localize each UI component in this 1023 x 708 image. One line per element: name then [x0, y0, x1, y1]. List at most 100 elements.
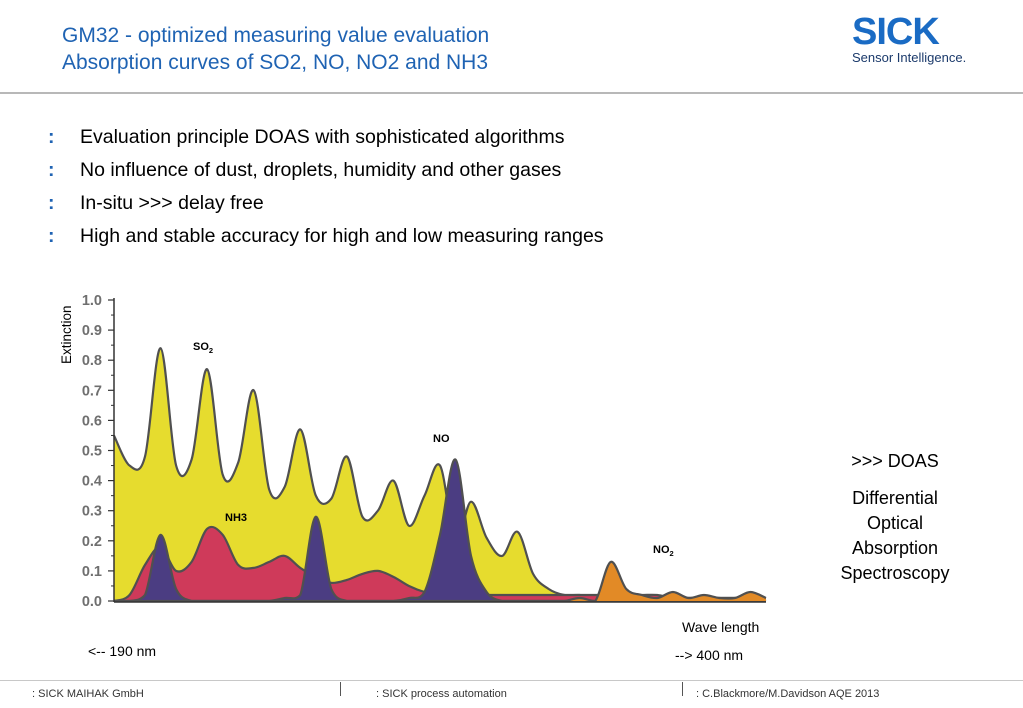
- data-point-so2: [238, 462, 239, 463]
- data-point-nh3: [144, 564, 145, 565]
- data-point-no: [470, 555, 471, 556]
- data-point-no: [424, 591, 425, 592]
- title-line-2: Absorption curves of SO2, NO, NO2 and NH…: [62, 51, 489, 74]
- series-label-nh3: NH3: [225, 512, 247, 524]
- doas-line-optical: Optical: [866, 513, 924, 533]
- bullet-list: : Evaluation principle DOAS with sophisti…: [48, 124, 604, 256]
- data-point-nh3: [564, 594, 565, 595]
- data-point-no: [315, 516, 316, 517]
- bullet-item: : Evaluation principle DOAS with sophisti…: [48, 124, 604, 157]
- data-point-so2: [533, 573, 534, 574]
- footer-authors: : C.Blackmore/M.Davidson AQE 2013: [696, 688, 880, 700]
- data-point-no2: [672, 591, 673, 592]
- series-line-no2: [114, 560, 767, 603]
- data-point-so2: [315, 495, 316, 496]
- data-point-so2: [548, 588, 549, 589]
- y-tick-label: 0.8: [82, 353, 102, 369]
- title-line-1: GM32 - optimized measuring value evaluat…: [62, 24, 490, 47]
- y-tick-label: 0.1: [82, 564, 102, 580]
- range-start-note: <-- 190 nm: [88, 643, 157, 659]
- x-axis-label: Wave length: [682, 619, 760, 635]
- data-point-so2: [362, 516, 363, 517]
- data-point-nh3: [548, 594, 549, 595]
- data-point-nh3: [207, 528, 208, 529]
- logo-tagline: Sensor Intelligence.: [852, 50, 967, 65]
- y-tick-label: 0.0: [82, 594, 102, 610]
- series-label-no: NO: [433, 433, 450, 445]
- header-divider: [0, 92, 1023, 94]
- data-point-no2: [641, 594, 642, 595]
- y-tick-label: 0.5: [82, 444, 102, 460]
- bullet-text: Evaluation principle DOAS with sophistic…: [80, 126, 565, 148]
- doas-line-absorption: Absorption: [851, 538, 939, 558]
- data-point-so2: [300, 429, 301, 430]
- footer-divider: [0, 680, 1023, 681]
- data-point-so2: [284, 486, 285, 487]
- y-tick-label: 0.6: [82, 413, 102, 429]
- data-point-so2: [408, 525, 409, 526]
- data-point-no: [439, 534, 440, 535]
- data-point-no2: [579, 597, 580, 598]
- y-tick-label: 0.4: [82, 474, 102, 490]
- data-point-nh3: [222, 534, 223, 535]
- data-point-nh3: [284, 555, 285, 556]
- data-point-so2: [160, 348, 161, 349]
- data-point-so2: [269, 489, 270, 490]
- data-point-nh3: [362, 573, 363, 574]
- data-point-nh3: [129, 594, 130, 595]
- bullet-text: No influence of dust, droplets, humidity…: [80, 159, 562, 181]
- data-point-no2: [750, 591, 751, 592]
- data-point-nh3: [579, 594, 580, 595]
- footer-division: : SICK process automation: [376, 688, 507, 700]
- data-point-so2: [393, 480, 394, 481]
- bullet-marker: :: [48, 126, 55, 148]
- data-point-nh3: [408, 585, 409, 586]
- bullet-marker: :: [48, 225, 55, 247]
- data-point-nh3: [393, 576, 394, 577]
- data-point-so2: [175, 465, 176, 466]
- data-point-so2: [439, 465, 440, 466]
- bullet-text: In-situ >>> delay free: [80, 192, 264, 214]
- data-point-no: [331, 588, 332, 589]
- data-point-no2: [626, 588, 627, 589]
- doas-line-spectroscopy: Spectroscopy: [840, 563, 950, 583]
- data-point-nh3: [377, 570, 378, 571]
- data-point-no: [160, 534, 161, 535]
- data-point-nh3: [501, 594, 502, 595]
- footer-company: : SICK MAIHAK GmbH: [32, 688, 144, 700]
- data-point-so2: [129, 465, 130, 466]
- data-point-nh3: [300, 567, 301, 568]
- data-point-no2: [703, 594, 704, 595]
- data-point-so2: [253, 390, 254, 391]
- data-point-nh3: [238, 564, 239, 565]
- data-point-nh3: [517, 594, 518, 595]
- data-point-no: [455, 459, 456, 460]
- data-point-no2: [657, 597, 658, 598]
- data-point-so2: [346, 456, 347, 457]
- data-point-nh3: [175, 570, 176, 571]
- doas-line-differential: Differential: [852, 488, 938, 508]
- slide-title: GM32 - optimized measuring value evaluat…: [62, 22, 489, 76]
- data-point-so2: [377, 510, 378, 511]
- data-point-so2: [331, 498, 332, 499]
- doas-label: >>> DOAS: [851, 451, 939, 471]
- doas-explanation: Differential Optical Absorption Spectros…: [820, 486, 970, 586]
- data-point-no: [175, 588, 176, 589]
- data-point-no: [486, 591, 487, 592]
- data-point-nh3: [346, 579, 347, 580]
- data-point-no: [284, 597, 285, 598]
- data-point-no2: [719, 597, 720, 598]
- data-point-no2: [734, 597, 735, 598]
- data-point-no2: [688, 597, 689, 598]
- y-tick-label: 1.0: [82, 293, 102, 309]
- data-point-no2: [610, 561, 611, 562]
- data-point-no2: [765, 597, 766, 598]
- data-point-nh3: [269, 561, 270, 562]
- data-point-no: [144, 594, 145, 595]
- y-tick-label: 0.2: [82, 534, 102, 550]
- sick-logo: SICK Sensor Intelligence.: [852, 12, 966, 65]
- data-point-nh3: [253, 567, 254, 568]
- data-point-so2: [470, 501, 471, 502]
- y-axis-label: Extinction: [59, 305, 74, 364]
